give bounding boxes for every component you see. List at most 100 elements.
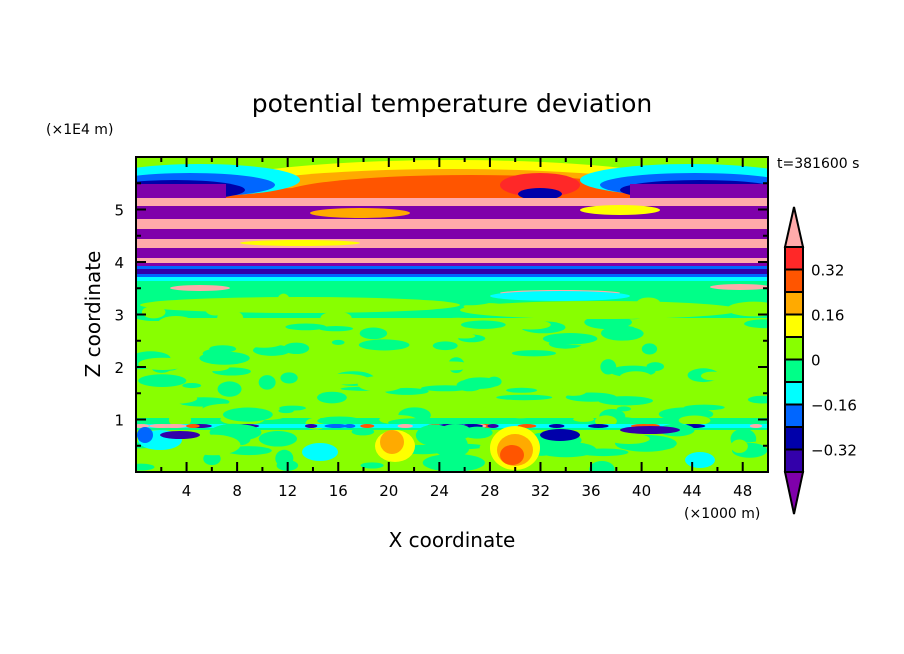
- field-blob: [487, 424, 499, 428]
- field-blob: [331, 339, 345, 345]
- field-blob: [490, 291, 630, 301]
- field-blob: [302, 443, 338, 461]
- x-tick-label: 4: [182, 482, 192, 500]
- field-blob: [138, 357, 188, 370]
- field-blob: [420, 385, 470, 392]
- field-blob: [573, 416, 595, 422]
- colorbar-box: [784, 291, 804, 316]
- field-region: [136, 219, 768, 229]
- field-blob: [422, 453, 485, 472]
- x-tick-label: 48: [733, 482, 752, 500]
- field-blob: [460, 320, 506, 329]
- field-blob: [646, 362, 665, 371]
- field-blob: [320, 311, 352, 325]
- x-tick-label: 36: [581, 482, 600, 500]
- x-tick-label: 32: [531, 482, 550, 500]
- field-blob: [580, 205, 660, 215]
- field-blob: [175, 459, 208, 472]
- field-blob: [535, 441, 597, 458]
- field-blob: [222, 407, 273, 422]
- colorbar-box: [784, 246, 804, 271]
- field-region: [136, 274, 768, 277]
- field-blob: [284, 386, 300, 400]
- field-blob: [148, 424, 175, 428]
- colorbar-label: −0.32: [811, 442, 857, 460]
- field-blob: [726, 329, 768, 334]
- field-blob: [691, 389, 724, 396]
- field-blob: [669, 434, 720, 452]
- field-region: [136, 269, 768, 274]
- field-blob: [542, 333, 598, 345]
- field-blob: [217, 381, 242, 397]
- field-blob: [168, 412, 192, 428]
- field-blob: [186, 424, 200, 428]
- field-region: [136, 206, 768, 220]
- field-blob: [310, 208, 410, 218]
- colorbar-under-triangle: [783, 471, 805, 515]
- field-blob: [496, 394, 553, 401]
- field-blob: [217, 310, 244, 326]
- field-blob: [360, 424, 375, 428]
- x-tick-label: 20: [379, 482, 398, 500]
- field-blob: [199, 351, 250, 365]
- field-blob: [240, 240, 360, 246]
- field-blob: [143, 393, 198, 405]
- field-blob: [258, 375, 276, 390]
- y-axis-label: Z coordinate: [81, 251, 105, 378]
- field-blob: [646, 459, 668, 472]
- field-blob: [747, 395, 768, 404]
- field-blob: [685, 452, 715, 468]
- field-region: [136, 258, 768, 264]
- field-blob: [467, 394, 498, 408]
- field-blob: [444, 296, 492, 306]
- field-region: [136, 248, 768, 260]
- field-region: [136, 281, 768, 289]
- contour-field: [136, 157, 768, 472]
- field-blob: [351, 428, 375, 436]
- field-blob: [317, 416, 362, 426]
- field-blob: [242, 334, 285, 348]
- x-tick-label: 24: [430, 482, 449, 500]
- field-blob: [259, 396, 293, 408]
- x-tick-label: 8: [232, 482, 242, 500]
- field-blob: [601, 396, 652, 406]
- field-blob: [137, 427, 153, 443]
- chart-title: potential temperature deviation: [252, 89, 652, 118]
- field-blob: [511, 350, 557, 357]
- field-blob: [360, 462, 384, 469]
- colorbar: 0.32 0.16 0 −0.16 −0.32: [783, 206, 857, 515]
- field-blob: [755, 352, 768, 365]
- field-blob: [182, 383, 202, 389]
- field-blob: [359, 327, 388, 340]
- y-tick-label: 4: [114, 254, 124, 272]
- field-blob: [357, 375, 404, 392]
- x-tick-label: 44: [683, 482, 702, 500]
- field-blob: [727, 301, 768, 317]
- field-blob: [676, 349, 723, 358]
- field-region: [136, 263, 768, 267]
- colorbar-over-triangle: [783, 206, 805, 248]
- colorbar-box: [784, 403, 804, 428]
- field-blob: [540, 429, 580, 441]
- field-region: [136, 239, 768, 248]
- colorbar-box: [784, 336, 804, 361]
- field-blob: [712, 359, 745, 365]
- field-blob: [160, 431, 200, 439]
- field-blob: [427, 361, 472, 371]
- field-blob: [170, 285, 230, 291]
- field-blob: [506, 387, 538, 393]
- field-blob: [285, 323, 327, 331]
- field-region: [630, 184, 768, 202]
- field-blob: [138, 374, 187, 388]
- field-blob: [415, 424, 454, 447]
- field-blob: [589, 461, 615, 472]
- x-axis-label: X coordinate: [389, 528, 516, 552]
- field-blob: [500, 445, 524, 465]
- colorbar-label: −0.16: [811, 397, 857, 415]
- field-blob: [432, 341, 458, 351]
- field-blob: [594, 415, 617, 427]
- field-blob: [559, 386, 587, 396]
- field-blob: [453, 333, 476, 339]
- field-blob: [587, 424, 609, 428]
